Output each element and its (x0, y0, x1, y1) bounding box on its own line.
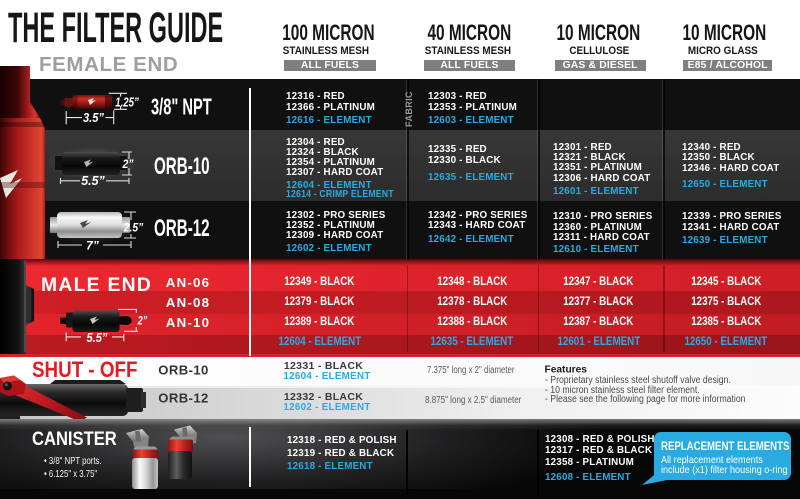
svg-text:2.5”: 2.5” (123, 221, 143, 235)
svg-text:5.5”: 5.5” (87, 331, 109, 345)
svg-text:3.5”: 3.5” (83, 111, 105, 125)
svg-text:1.25”: 1.25” (115, 96, 139, 110)
svg-text:5.5”: 5.5” (81, 174, 105, 188)
svg-text:7”: 7” (86, 239, 99, 253)
svg-text:2”: 2” (122, 157, 134, 171)
svg-text:2”: 2” (137, 314, 147, 328)
